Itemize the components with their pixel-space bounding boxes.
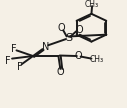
Text: CH₃: CH₃ — [89, 55, 103, 64]
Text: S: S — [65, 33, 72, 43]
Text: N: N — [42, 42, 49, 52]
Text: O: O — [75, 51, 83, 61]
Text: CH₃: CH₃ — [85, 0, 99, 9]
Text: F: F — [17, 62, 22, 72]
Text: O: O — [57, 67, 64, 77]
Text: O: O — [57, 23, 65, 33]
Text: O: O — [76, 25, 83, 35]
Text: F: F — [11, 44, 16, 54]
Text: F: F — [5, 56, 11, 66]
